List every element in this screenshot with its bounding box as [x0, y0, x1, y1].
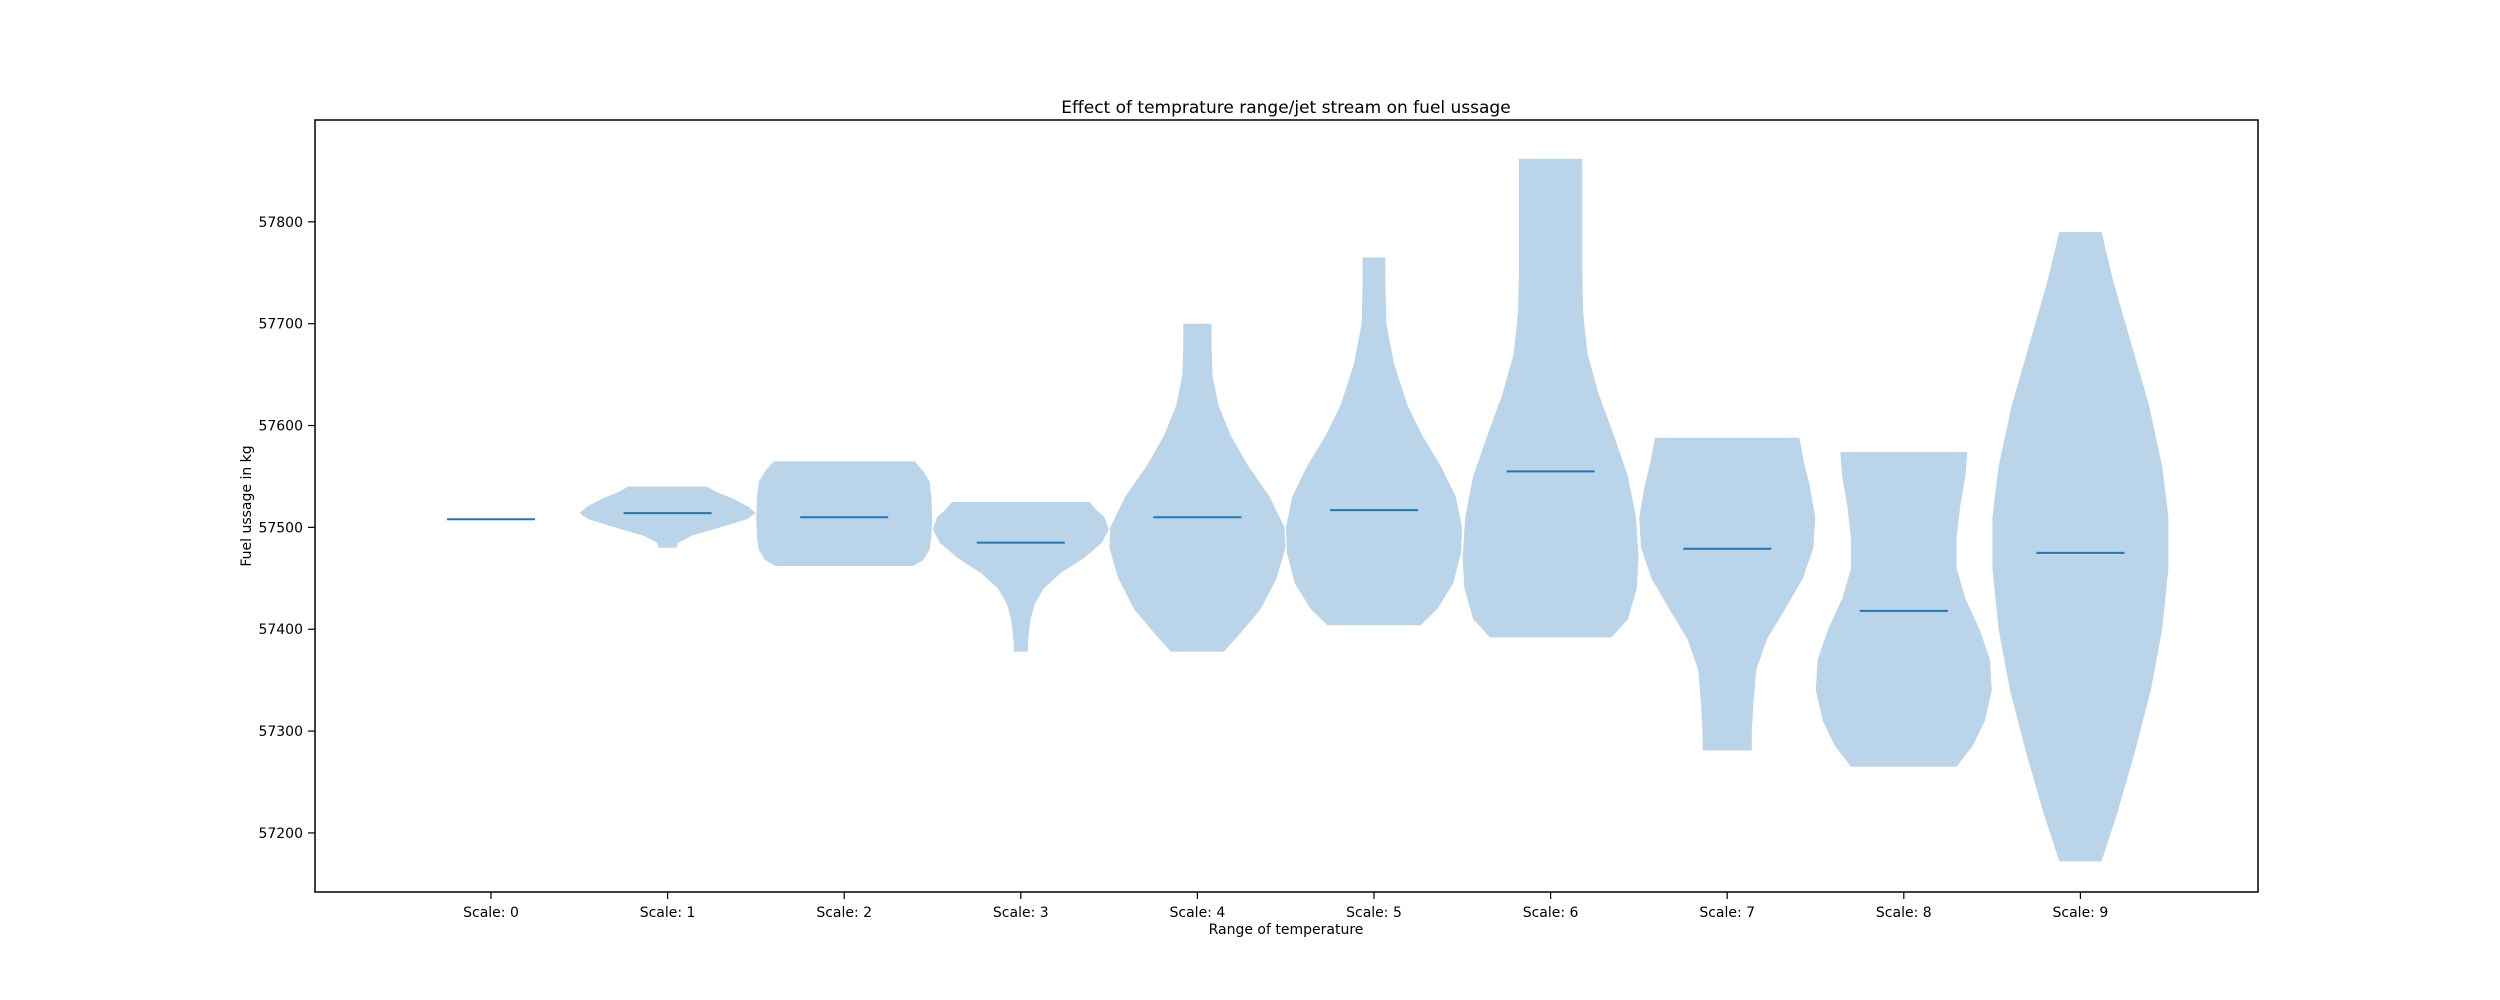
- y-tick-label: 57300: [258, 724, 303, 740]
- y-tick-label: 57700: [258, 317, 303, 333]
- medians-layer: [447, 470, 2125, 612]
- y-tick-label: 57800: [258, 215, 303, 231]
- y-tick-label: 57400: [258, 622, 303, 638]
- y-tick-label: 57200: [258, 826, 303, 842]
- y-axis: 57200 57300 57400 57500 57600 57700 57800: [258, 215, 315, 842]
- violin-body: [1109, 323, 1286, 652]
- x-axis-label: Range of temperature: [1209, 922, 1364, 938]
- x-tick-label: Scale: 9: [2053, 905, 2109, 921]
- x-tick-label: Scale: 5: [1346, 905, 1402, 921]
- x-tick-label: Scale: 6: [1523, 905, 1579, 921]
- x-tick-label: Scale: 7: [1699, 905, 1755, 921]
- y-axis-label: Fuel ussage in kg: [239, 445, 255, 566]
- x-tick-label: Scale: 0: [463, 905, 519, 921]
- x-axis: Scale: 0 Scale: 1 Scale: 2 Scale: 3 Scale: 4…: [463, 892, 2108, 921]
- x-tick-label: Scale: 1: [640, 905, 696, 921]
- violin-body: [1462, 158, 1639, 638]
- chart-title: Effect of temprature range/jet stream on…: [1061, 98, 1510, 118]
- violin-body: [1992, 232, 2169, 862]
- x-tick-label: Scale: 3: [993, 905, 1049, 921]
- violin-body: [1639, 437, 1816, 751]
- violin-body: [1815, 452, 1992, 767]
- violins-layer: [579, 158, 2169, 862]
- x-tick-label: Scale: 4: [1170, 905, 1226, 921]
- y-tick-label: 57500: [258, 520, 303, 536]
- violin-body: [756, 461, 933, 567]
- x-tick-label: Scale: 2: [816, 905, 872, 921]
- violin-body: [579, 486, 756, 548]
- violin-body: [932, 501, 1109, 652]
- violin-body: [1286, 257, 1462, 626]
- plot-frame: [314, 119, 2259, 893]
- y-tick-label: 57600: [258, 419, 303, 435]
- x-tick-label: Scale: 8: [1876, 905, 1932, 921]
